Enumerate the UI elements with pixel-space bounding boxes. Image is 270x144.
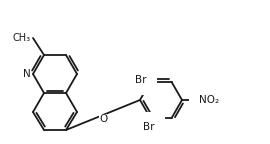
Text: N: N [23, 69, 31, 79]
Text: NO₂: NO₂ [199, 95, 219, 105]
Text: CH₃: CH₃ [13, 33, 31, 43]
Text: Br: Br [135, 75, 146, 85]
Text: O: O [99, 114, 107, 124]
Text: Br: Br [143, 122, 154, 132]
